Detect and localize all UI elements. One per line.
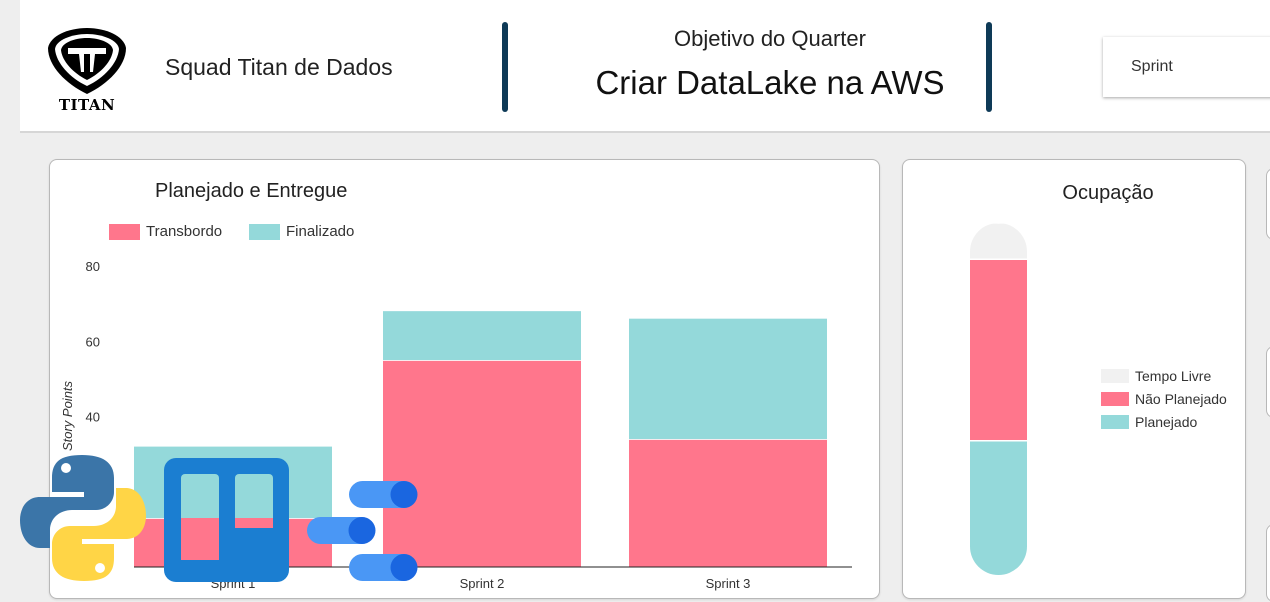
- sprint-select[interactable]: Sprint: [1103, 37, 1270, 97]
- helmet-icon: [48, 28, 126, 94]
- legend-swatch: [1101, 415, 1129, 429]
- legend-item-transbordo[interactable]: Transbordo: [109, 223, 222, 240]
- x-tick-label: Sprint 1: [211, 576, 256, 591]
- occupancy-capsule: [970, 223, 1027, 575]
- bar-finalizado-sprint-2[interactable]: [383, 311, 581, 361]
- occupancy-card: Ocupação Tempo Livre Não Planejado Plane…: [902, 159, 1246, 599]
- legend-item-finalizado[interactable]: Finalizado: [249, 223, 354, 240]
- legend-item-planejado[interactable]: Planejado: [1101, 414, 1197, 430]
- bar-finalizado-sprint-1[interactable]: [134, 446, 332, 519]
- legend-label: Não Planejado: [1135, 391, 1227, 407]
- occupancy-chart: [970, 223, 1027, 575]
- legend-swatch: [249, 223, 280, 240]
- objective-title: Criar DataLake na AWS: [595, 64, 945, 101]
- header-bar: TITAN Squad Titan de Dados Objetivo do Q…: [20, 0, 1270, 133]
- planned-delivered-card: Planejado e Entregue Transbordo Finaliza…: [49, 159, 880, 599]
- kpi-card-partial: [1266, 168, 1270, 240]
- kpi-card-partial: [1266, 346, 1270, 418]
- legend-label: Finalizado: [286, 223, 355, 240]
- occupancy-segment-planejado[interactable]: [970, 440, 1027, 575]
- chart-title: Planejado e Entregue: [155, 180, 348, 202]
- planned-delivered-chart: Sprint 1 Sprint 2 Sprint 3 80 60 40 Story Poin…: [60, 259, 852, 591]
- x-tick-label: Sprint 3: [706, 576, 751, 591]
- y-axis-label: Story Points: [60, 380, 75, 451]
- occupancy-segment-nao-planejado[interactable]: [970, 259, 1027, 441]
- y-tick-label: 60: [86, 334, 100, 349]
- chart-title: Ocupação: [1062, 182, 1154, 204]
- legend-swatch: [1101, 369, 1129, 383]
- header-divider: [502, 22, 508, 112]
- kpi-card-partial: [1266, 524, 1270, 602]
- header-divider: [986, 22, 992, 112]
- legend-label: Tempo Livre: [1135, 368, 1212, 384]
- legend-label: Transbordo: [146, 223, 223, 240]
- legend-label: Planejado: [1135, 414, 1198, 430]
- bar-transbordo-sprint-1[interactable]: [134, 518, 332, 567]
- squad-name: Squad Titan de Dados: [165, 54, 393, 80]
- bar-finalizado-sprint-3[interactable]: [629, 318, 827, 440]
- y-tick-label: 80: [86, 259, 100, 274]
- legend-swatch: [1101, 392, 1129, 406]
- titan-logo: TITAN: [46, 26, 128, 116]
- bar-transbordo-sprint-2[interactable]: [383, 360, 581, 567]
- legend-item-tempo-livre[interactable]: Tempo Livre: [1101, 368, 1211, 384]
- logo-text: TITAN: [58, 96, 116, 114]
- objective-label: Objetivo do Quarter: [674, 26, 866, 51]
- x-tick-label: Sprint 2: [460, 576, 505, 591]
- legend-swatch: [109, 223, 140, 240]
- occupancy-segment-tempo-livre[interactable]: [970, 223, 1027, 260]
- y-tick-label: 40: [86, 410, 100, 425]
- legend-item-nao-planejado[interactable]: Não Planejado: [1101, 391, 1227, 407]
- bar-transbordo-sprint-3[interactable]: [629, 439, 827, 567]
